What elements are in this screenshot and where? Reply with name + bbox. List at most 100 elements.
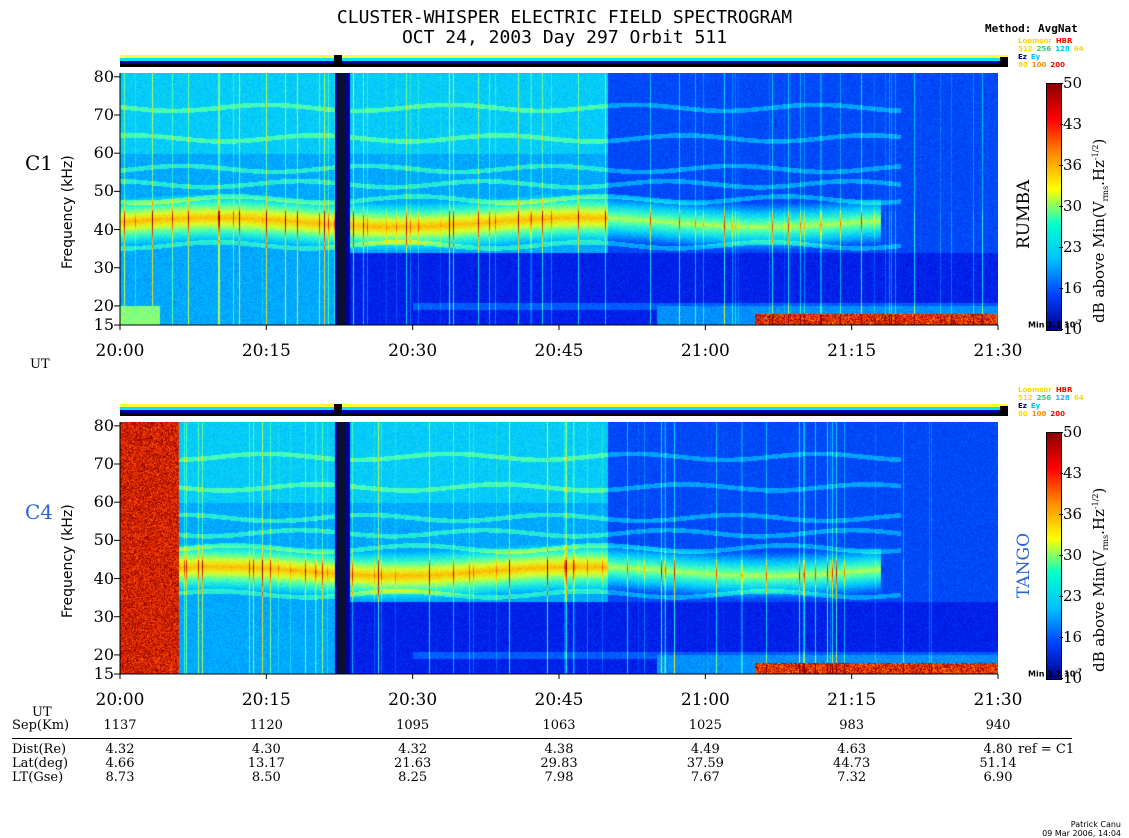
- chart-title: CLUSTER-WHISPER ELECTRIC FIELD SPECTROGR…: [336, 7, 793, 28]
- mode-bar-stripe: [120, 58, 1008, 61]
- colorbar-tick-mark: [1059, 247, 1063, 248]
- mode-bar: [120, 55, 1008, 67]
- mode-bar-stripe: [120, 413, 1008, 416]
- colorbar-tick-mark: [1059, 124, 1063, 125]
- colorbar-label: dB above Min(Vrms.Hz-1/2): [1090, 139, 1110, 323]
- colorbar-label-text: dB above Min(V: [1090, 550, 1108, 672]
- x-tick-label: 21:30: [973, 341, 1023, 361]
- mode-bar-stripe: [120, 61, 1008, 64]
- table-value: 4.30: [251, 742, 281, 757]
- y-tick-label: 30: [93, 257, 114, 277]
- sep-value: 1025: [688, 718, 722, 733]
- colorbar-tick-label: 23: [1063, 238, 1083, 256]
- y-tick-label: 80: [93, 66, 114, 86]
- mode-bar-stripe: [120, 407, 1008, 410]
- colorbar-tick-label: 16: [1063, 628, 1083, 646]
- table-value: 6.90: [983, 770, 1013, 785]
- mode-legend-item: HBR: [1055, 386, 1073, 394]
- mode-legend-row: Loomsor HBR: [1018, 37, 1088, 45]
- footer-date: 09 Mar 2006, 14:04: [1042, 829, 1121, 838]
- sep-value: 1095: [396, 718, 430, 733]
- mode-legend-row: Ez Ey: [1018, 53, 1088, 61]
- mode-legend-item: Ey: [1030, 53, 1041, 61]
- x-tick-label: 20:00: [95, 690, 145, 710]
- table-row-label: Dist(Re): [12, 742, 67, 757]
- colorbar-gradient: [1046, 83, 1062, 331]
- mode-legend-item: 128: [1055, 394, 1070, 402]
- y-tick-label: 15: [93, 315, 114, 334]
- table-value: 4.32: [105, 742, 135, 757]
- y-tick-label: 20: [93, 644, 114, 664]
- mode-bar-stripe: [120, 64, 1008, 67]
- mode-legend-item: 256: [1036, 394, 1052, 402]
- colorbar-label: dB above Min(Vrms.Hz-1/2): [1090, 488, 1110, 672]
- spacecraft-label: C4: [25, 500, 54, 524]
- colorbar-label-mid: .Hz: [1090, 160, 1108, 186]
- colorbar-label-text: dB above Min(V: [1090, 201, 1108, 323]
- table-value: 4.32: [398, 742, 428, 757]
- table-row-label: Lat(deg): [12, 756, 69, 771]
- colorbar-tick-label: 50: [1063, 423, 1083, 441]
- mode-legend-item: 100: [1031, 61, 1047, 69]
- x-tick-label: 20:00: [95, 341, 145, 361]
- sep-value: 1137: [103, 718, 137, 733]
- mode-bar-end: [1000, 57, 1008, 67]
- table-value: 4.66: [105, 756, 135, 771]
- x-tick-label: 20:30: [388, 341, 438, 361]
- table-value: 8.73: [105, 770, 135, 785]
- mode-legend-item: 80: [1018, 410, 1028, 418]
- y-tick-label: 60: [93, 492, 114, 512]
- colorbar-min-sup: -7: [1075, 319, 1082, 326]
- x-tick-label: 21:15: [827, 341, 877, 361]
- x-tick-label: 21:00: [680, 690, 730, 710]
- table-value: 4.38: [544, 742, 574, 757]
- mode-bar-gap: [334, 404, 342, 416]
- table-value: 13.17: [247, 756, 285, 771]
- colorbar-gradient: [1046, 432, 1062, 680]
- table-value: 37.59: [686, 756, 724, 771]
- mode-legend-row: Ez Ey: [1018, 402, 1088, 410]
- table-value: 29.83: [540, 756, 578, 771]
- ut-label-panel1: UT: [30, 357, 50, 372]
- mode-bar-stripe: [120, 404, 1008, 407]
- x-tick-label: 20:45: [534, 690, 584, 710]
- mode-legend-item: 64: [1073, 394, 1084, 402]
- table-value: 4.63: [837, 742, 867, 757]
- sep-value: 940: [985, 718, 1011, 733]
- mode-legend-item: Loomsor: [1018, 386, 1052, 394]
- colorbar-tick-label: 23: [1063, 587, 1083, 605]
- footer-author: Patrick Canu: [1070, 820, 1121, 829]
- colorbar-tick-label: 10: [1063, 669, 1083, 687]
- colorbar-tick-label: 16: [1063, 279, 1083, 297]
- x-tick-label: 21:15: [827, 690, 877, 710]
- table-value: 51.14: [979, 756, 1017, 771]
- colorbar-tick-mark: [1059, 678, 1063, 679]
- sep-value: 1120: [249, 718, 283, 733]
- mode-legend-item: 512: [1018, 394, 1033, 402]
- colorbar-tick-mark: [1059, 637, 1063, 638]
- ut-row-label: UT: [32, 705, 52, 720]
- colorbar-tick-mark: [1059, 596, 1063, 597]
- table-value: 8.50: [251, 770, 281, 785]
- y-tick-label: 80: [93, 415, 114, 435]
- y-tick-label: 60: [93, 143, 114, 163]
- mode-legend: Loomsor HBR 512 256 128 64 Ez Ey 80 100 200: [1018, 386, 1088, 418]
- mode-legend-item: 80: [1018, 61, 1028, 69]
- colorbar-tick-mark: [1059, 83, 1063, 84]
- mode-legend-row: 512 256 128 64: [1018, 394, 1088, 402]
- y-tick-label: 70: [93, 105, 114, 124]
- mode-legend-item: Ez: [1018, 53, 1027, 61]
- mode-legend-row: 512 256 128 64: [1018, 45, 1088, 53]
- colorbar-label-sup: -1/2: [1091, 493, 1100, 510]
- colorbar-tick-label: 36: [1063, 156, 1083, 174]
- mode-legend-row: 80 100 200: [1018, 61, 1088, 69]
- colorbar-tick-mark: [1059, 206, 1063, 207]
- colorbar-tick-label: 10: [1063, 320, 1083, 338]
- table-value: 44.73: [833, 756, 871, 771]
- spectrogram-image: [120, 422, 998, 674]
- x-tick-label: 21:30: [973, 690, 1023, 710]
- y-tick-label: 40: [93, 568, 114, 588]
- spacecraft-name: RUMBA: [1014, 179, 1034, 249]
- x-tick-label: 20:15: [241, 341, 291, 361]
- mode-legend-item: 200: [1050, 61, 1065, 69]
